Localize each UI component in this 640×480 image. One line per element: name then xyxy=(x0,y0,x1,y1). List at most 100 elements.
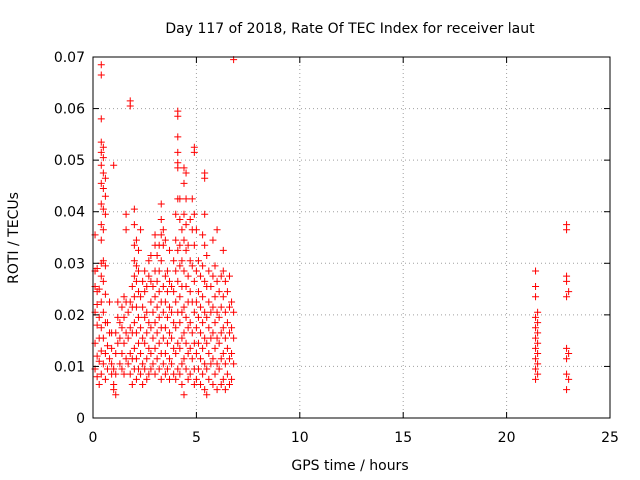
data-point xyxy=(168,360,176,368)
data-point xyxy=(99,205,107,213)
data-point xyxy=(199,344,207,352)
data-point xyxy=(139,277,147,285)
data-point xyxy=(143,375,151,383)
data-point xyxy=(201,174,209,182)
data-point xyxy=(194,365,202,373)
data-point xyxy=(130,257,138,265)
data-point xyxy=(130,221,138,229)
data-point xyxy=(172,324,180,332)
data-point xyxy=(228,324,236,332)
data-point xyxy=(182,246,190,254)
data-point xyxy=(153,329,161,337)
data-point xyxy=(217,380,225,388)
data-point xyxy=(159,226,167,234)
data-point xyxy=(176,262,184,270)
data-point xyxy=(201,360,209,368)
data-point xyxy=(122,210,130,218)
data-point xyxy=(186,319,194,327)
data-point xyxy=(221,308,229,316)
data-point xyxy=(186,344,194,352)
data-point xyxy=(170,344,178,352)
data-point xyxy=(112,350,120,358)
data-point xyxy=(563,293,571,301)
data-point xyxy=(182,195,190,203)
data-point xyxy=(114,298,122,306)
data-point xyxy=(178,360,186,368)
data-point xyxy=(161,370,169,378)
data-point xyxy=(155,267,163,275)
data-point xyxy=(174,246,182,254)
data-point xyxy=(122,355,130,363)
data-point xyxy=(141,365,149,373)
data-point xyxy=(116,319,124,327)
data-point xyxy=(178,380,186,388)
data-point xyxy=(139,360,147,368)
data-point xyxy=(209,303,217,311)
data-point xyxy=(221,277,229,285)
data-point xyxy=(145,257,153,265)
data-point xyxy=(176,215,184,223)
data-point xyxy=(223,288,231,296)
data-point xyxy=(151,344,159,352)
data-point xyxy=(130,293,138,301)
data-point xyxy=(180,303,188,311)
y-tick-label: 0.01 xyxy=(54,359,85,375)
data-point xyxy=(184,272,192,280)
data-point xyxy=(159,282,167,290)
data-point xyxy=(139,303,147,311)
data-point xyxy=(176,344,184,352)
data-point xyxy=(565,375,573,383)
data-point xyxy=(207,282,215,290)
data-point xyxy=(182,169,190,177)
data-point xyxy=(534,370,542,378)
data-point xyxy=(221,386,229,394)
data-point xyxy=(207,360,215,368)
data-point xyxy=(532,365,540,373)
data-point xyxy=(201,308,209,316)
data-point xyxy=(101,210,109,218)
data-point xyxy=(190,277,198,285)
data-point xyxy=(149,282,157,290)
data-point xyxy=(159,241,167,249)
data-point xyxy=(163,313,171,321)
data-point xyxy=(126,350,134,358)
data-point xyxy=(190,148,198,156)
data-point xyxy=(215,365,223,373)
data-point xyxy=(112,391,120,399)
data-point xyxy=(186,257,194,265)
data-point xyxy=(97,71,105,79)
data-point xyxy=(134,246,142,254)
data-point xyxy=(213,277,221,285)
data-point xyxy=(130,241,138,249)
data-point xyxy=(192,298,200,306)
data-point xyxy=(190,308,198,316)
data-point xyxy=(184,241,192,249)
data-point xyxy=(180,391,188,399)
data-point xyxy=(228,298,236,306)
data-point xyxy=(118,303,126,311)
data-point xyxy=(532,267,540,275)
data-point xyxy=(221,360,229,368)
x-tick-label: 25 xyxy=(601,430,619,446)
data-point xyxy=(219,267,227,275)
data-point xyxy=(209,272,217,280)
data-point xyxy=(170,370,178,378)
data-point xyxy=(217,272,225,280)
data-point xyxy=(132,236,140,244)
data-point xyxy=(93,373,101,381)
data-point xyxy=(192,350,200,358)
data-point xyxy=(197,329,205,337)
data-point xyxy=(147,350,155,358)
data-point xyxy=(172,236,180,244)
data-point xyxy=(188,355,196,363)
data-point xyxy=(176,319,184,327)
data-point xyxy=(132,329,140,337)
data-point xyxy=(137,293,145,301)
data-point xyxy=(112,329,120,337)
data-point xyxy=(194,257,202,265)
data-point xyxy=(178,334,186,342)
data-point xyxy=(149,334,157,342)
data-point xyxy=(122,329,130,337)
data-point xyxy=(130,319,138,327)
plot-border xyxy=(92,56,611,419)
